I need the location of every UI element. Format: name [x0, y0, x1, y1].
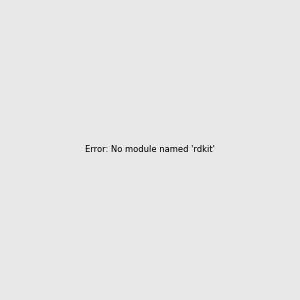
Text: Error: No module named 'rdkit': Error: No module named 'rdkit' [85, 146, 215, 154]
